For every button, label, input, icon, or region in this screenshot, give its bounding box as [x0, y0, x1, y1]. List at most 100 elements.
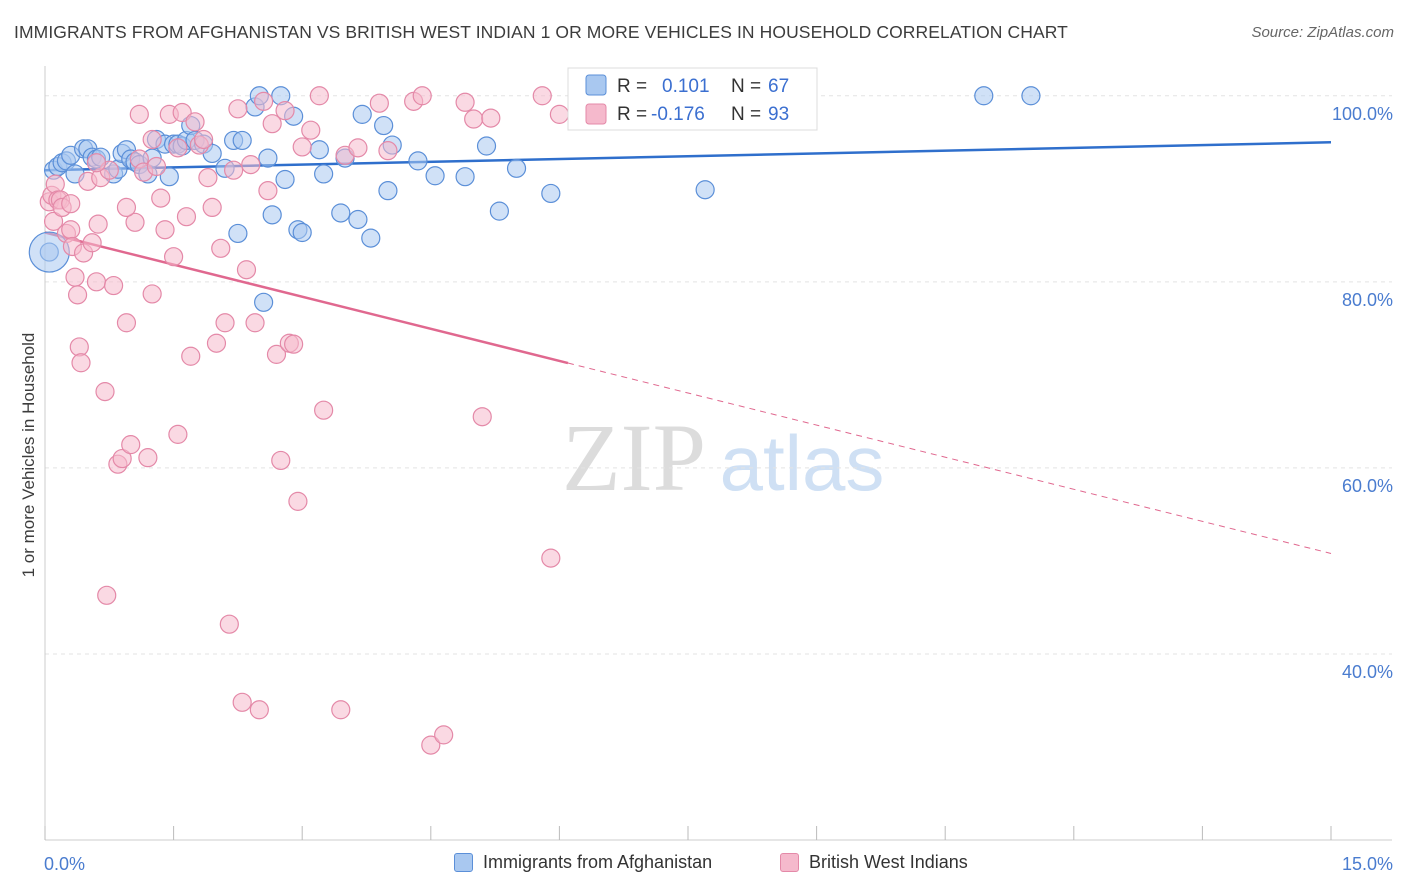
- data-point: [412, 86, 432, 106]
- data-point: [314, 164, 334, 184]
- data-point: [369, 93, 389, 113]
- data-point: [258, 148, 278, 168]
- data-point: [275, 101, 295, 121]
- data-point: [97, 585, 117, 605]
- watermark-zip: ZIP: [562, 404, 706, 511]
- data-point: [138, 448, 158, 468]
- chart-title: IMMIGRANTS FROM AFGHANISTAN VS BRITISH W…: [14, 22, 1068, 42]
- correlation-legend: R = 0.101 N = 67 R = -0.176 N = 93: [567, 67, 818, 131]
- legend-n-label-2: N =: [731, 104, 761, 125]
- data-point: [155, 220, 175, 240]
- data-point: [301, 120, 321, 140]
- legend-swatch-pink: [585, 103, 607, 125]
- trend-line-solid: [44, 231, 569, 365]
- legend-r-label-1: R =: [617, 76, 647, 97]
- data-point: [249, 700, 269, 720]
- data-point: [271, 450, 291, 471]
- y-tick-label: 40.0%: [1342, 662, 1393, 682]
- data-point: [361, 228, 381, 248]
- data-point: [374, 115, 394, 136]
- data-point: [309, 140, 329, 160]
- legend-label-bwi: British West Indians: [809, 852, 968, 872]
- data-point: [129, 104, 149, 124]
- data-point: [352, 104, 372, 124]
- data-point: [245, 313, 265, 333]
- legend-n-label-1: N =: [731, 76, 761, 97]
- data-point: [181, 346, 201, 366]
- data-point: [254, 292, 274, 312]
- data-point: [348, 138, 368, 158]
- data-point: [421, 735, 441, 755]
- data-point: [232, 692, 252, 712]
- data-point: [228, 223, 248, 244]
- data-point: [695, 180, 715, 200]
- data-point: [228, 99, 248, 119]
- data-point: [434, 725, 454, 745]
- data-point: [1021, 86, 1041, 106]
- data-point: [194, 129, 214, 150]
- data-point: [142, 129, 162, 150]
- legend-n-value-2: 93: [768, 104, 789, 125]
- y-tick-label: 60.0%: [1342, 476, 1393, 496]
- data-point: [198, 168, 218, 188]
- data-point: [455, 167, 475, 187]
- legend-r-value-1: 0.101: [662, 76, 710, 97]
- data-point: [164, 247, 184, 267]
- series-legend: Immigrants from Afghanistan British West…: [0, 852, 1406, 878]
- data-point: [185, 112, 205, 132]
- data-point: [206, 333, 227, 353]
- legend-r-label-2: R =: [617, 104, 647, 125]
- legend-swatch-bwi: [780, 853, 799, 872]
- data-point: [254, 91, 274, 111]
- x-tick-labels: 0.0% 15.0%: [44, 854, 1393, 874]
- data-point: [464, 109, 484, 129]
- data-point: [159, 167, 179, 187]
- data-point: [215, 313, 235, 333]
- data-point: [146, 156, 167, 177]
- data-point: [86, 272, 107, 292]
- data-point: [232, 130, 252, 151]
- axes: [44, 66, 1392, 841]
- legend-item-afghanistan[interactable]: Immigrants from Afghanistan: [454, 852, 712, 873]
- legend-box: [567, 67, 818, 131]
- data-point: [258, 181, 278, 201]
- legend-item-bwi[interactable]: British West Indians: [780, 852, 968, 873]
- data-point: [61, 194, 81, 214]
- data-point: [202, 197, 222, 218]
- data-point: [211, 238, 231, 258]
- legend-n-value-1: 67: [768, 76, 789, 97]
- data-point: [262, 205, 282, 225]
- data-point: [309, 86, 329, 106]
- data-point: [262, 114, 282, 134]
- y-tick-label: 100.0%: [1332, 104, 1393, 124]
- data-point: [88, 214, 108, 234]
- data-point: [288, 491, 308, 511]
- data-point: [476, 136, 497, 156]
- data-point: [112, 448, 132, 469]
- data-point: [43, 211, 64, 231]
- data-point: [71, 353, 91, 373]
- data-point: [121, 435, 141, 455]
- x-tick-label: 0.0%: [44, 854, 85, 874]
- data-point: [168, 138, 188, 158]
- data-point: [541, 548, 561, 568]
- data-point: [125, 212, 145, 232]
- data-point: [67, 285, 88, 305]
- data-point: [506, 158, 527, 178]
- data-point: [103, 275, 124, 296]
- y-tick-labels: 100.0% 80.0% 60.0% 40.0%: [1332, 104, 1393, 682]
- data-point: [61, 220, 81, 240]
- watermark-atlas: atlas: [720, 419, 885, 507]
- data-point: [284, 334, 304, 354]
- data-point: [314, 400, 334, 420]
- legend-r-value-2: -0.176: [651, 104, 705, 125]
- x-tick-label: 15.0%: [1342, 854, 1393, 874]
- y-tick-label: 80.0%: [1342, 290, 1393, 310]
- data-point: [331, 700, 351, 720]
- data-point: [331, 203, 351, 223]
- data-point: [168, 424, 188, 444]
- data-point: [219, 614, 239, 634]
- data-point: [151, 188, 171, 208]
- chart-source: Source: ZipAtlas.com: [1251, 24, 1394, 41]
